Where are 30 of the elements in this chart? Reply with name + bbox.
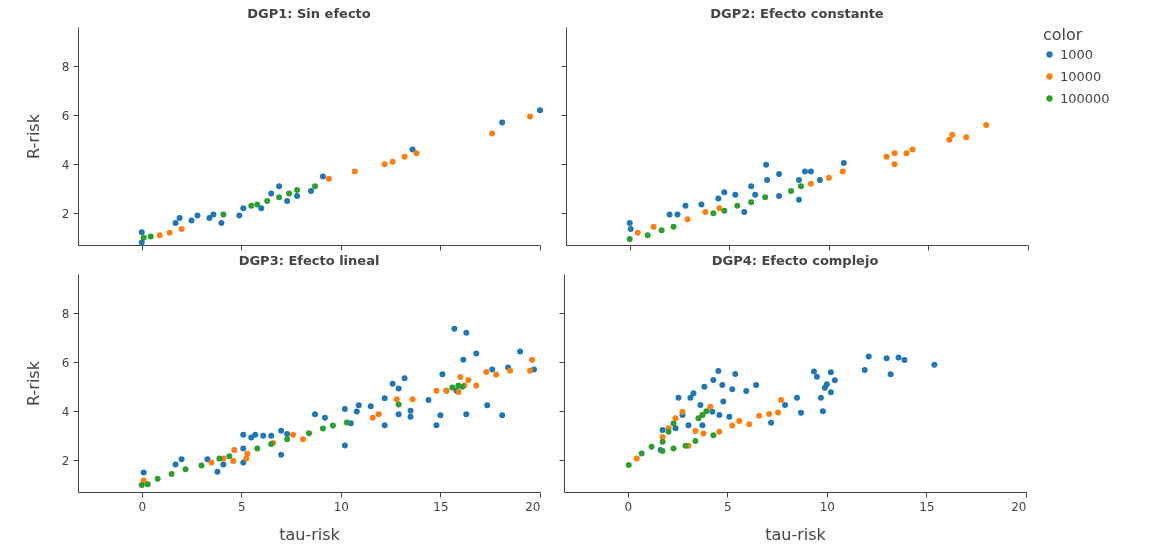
y-axis-title: R-risk <box>23 360 43 406</box>
x-tick-label: 10 <box>819 499 835 514</box>
y-tick-label: 8 <box>61 306 70 321</box>
y-tick-label: 2 <box>61 453 70 468</box>
x-axis-title: tau-risk <box>279 524 341 544</box>
y-axis-title: R-risk <box>23 113 43 159</box>
chart-title: DGP3: Efecto lineal <box>238 253 380 268</box>
y-tick-label: 4 <box>61 157 70 172</box>
x-tick-label: 20 <box>525 499 541 514</box>
chart-title: DGP1: Sin efecto <box>247 6 371 21</box>
x-tick-label: 15 <box>919 499 935 514</box>
x-tick-label: 20 <box>1011 499 1027 514</box>
x-tick-label: 0 <box>138 499 147 514</box>
chart-title: DGP4: Efecto complejo <box>711 253 879 268</box>
y-tick-label: 6 <box>61 355 70 370</box>
x-tick-label: 10 <box>333 499 349 514</box>
y-tick-label: 4 <box>61 404 70 419</box>
x-tick-label: 5 <box>237 499 246 514</box>
legend-title: color <box>1043 25 1083 44</box>
y-tick-label: 6 <box>61 108 70 123</box>
legend-label: 1000 <box>1060 46 1094 62</box>
x-tick-label: 5 <box>723 499 732 514</box>
legend-label: 100000 <box>1060 90 1110 106</box>
legend-label: 10000 <box>1060 68 1102 84</box>
y-tick-label: 8 <box>61 59 70 74</box>
x-tick-label: 0 <box>624 499 633 514</box>
y-tick-label: 2 <box>61 206 70 221</box>
x-axis-title: tau-risk <box>765 524 827 544</box>
x-tick-label: 15 <box>433 499 449 514</box>
chart-title: DGP2: Efecto constante <box>710 6 884 21</box>
